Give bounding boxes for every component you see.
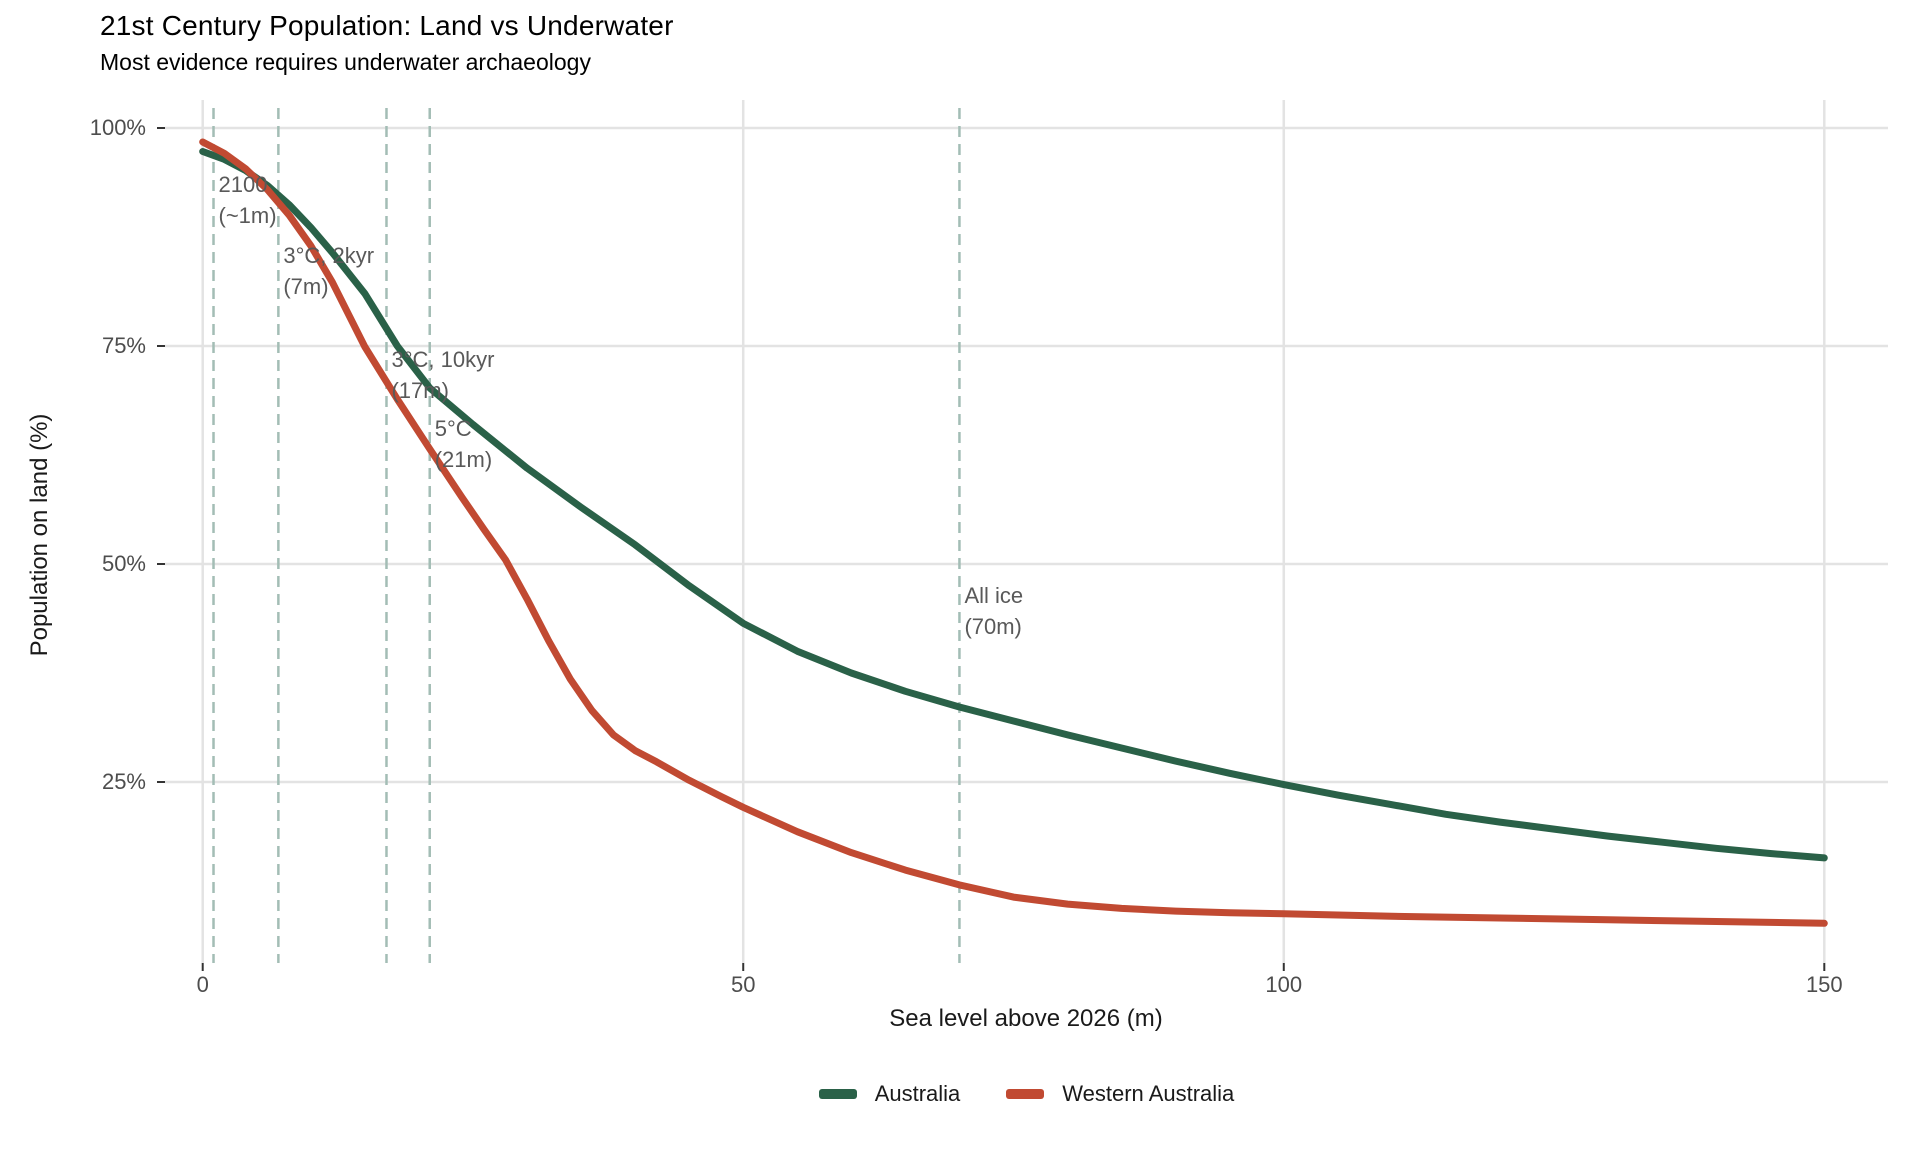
legend-label: Western Australia — [1062, 1081, 1235, 1106]
legend: Australia Western Australia — [165, 1074, 1888, 1114]
legend-item-western-australia: Western Australia — [1006, 1081, 1234, 1107]
chart-title: 21st Century Population: Land vs Underwa… — [100, 10, 674, 41]
x-axis-title: Sea level above 2026 (m) — [889, 1005, 1163, 1032]
legend-swatch-icon — [1006, 1089, 1045, 1099]
western-australia-line — [199, 138, 1828, 927]
australia-line — [199, 148, 1828, 862]
chart-subtitle: Most evidence requires underwater archae… — [100, 49, 591, 75]
legend-swatch-icon — [818, 1089, 857, 1099]
legend-label: Australia — [874, 1081, 961, 1106]
y-axis-title: Population on land (%) — [26, 413, 53, 657]
legend-item-australia: Australia — [818, 1081, 961, 1107]
